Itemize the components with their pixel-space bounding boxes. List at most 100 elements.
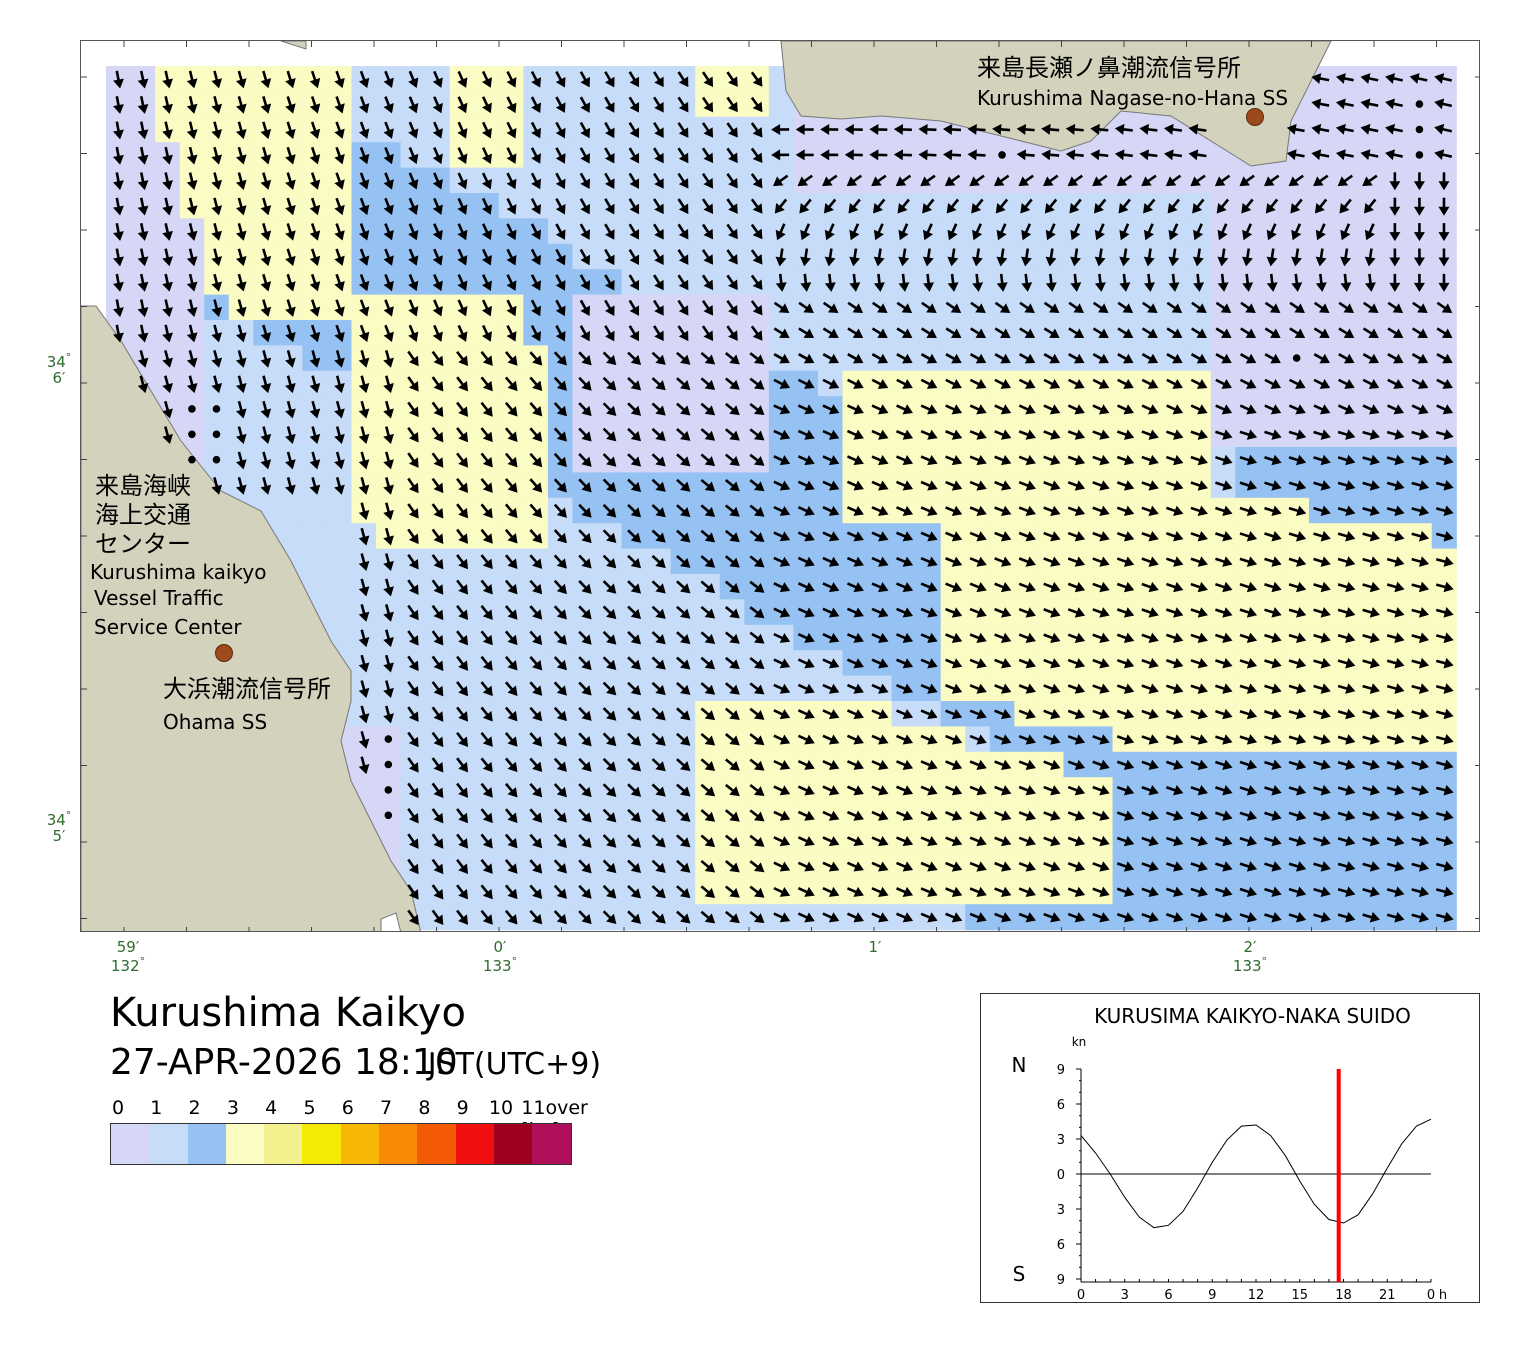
current-arrow — [749, 352, 765, 365]
current-arrow — [407, 782, 419, 799]
current-arrow — [602, 478, 617, 493]
nagase-station-marker[interactable] — [1246, 108, 1264, 126]
current-arrow — [896, 734, 914, 745]
vts-station-marker[interactable] — [215, 644, 233, 662]
current-arrow — [651, 732, 666, 746]
current-arrow — [676, 834, 691, 848]
current-arrow — [334, 299, 345, 317]
current-arrow — [1018, 835, 1036, 847]
current-arrow — [920, 836, 938, 847]
current-arrow — [578, 503, 592, 518]
current-arrow — [1190, 759, 1208, 771]
current-arrow — [1288, 810, 1307, 821]
current-arrow — [700, 351, 716, 365]
current-arrow — [1168, 223, 1179, 241]
current-arrow — [1362, 530, 1380, 542]
current-arrow — [260, 96, 272, 114]
current-arrow — [578, 656, 592, 671]
current-arrow — [235, 146, 247, 165]
current-arrow — [700, 377, 716, 390]
current-arrow — [186, 70, 198, 89]
current-arrow — [1067, 531, 1086, 542]
current-arrow — [1067, 632, 1086, 644]
current-arrow — [797, 378, 815, 389]
current-arrow — [724, 656, 740, 670]
current-arrow — [1019, 301, 1035, 313]
current-arrow — [822, 327, 839, 338]
current-arrow — [285, 299, 296, 317]
current-arrow — [1438, 223, 1450, 242]
current-arrow — [1389, 223, 1401, 242]
current-arrow — [773, 556, 791, 567]
current-arrow — [896, 556, 914, 567]
current-arrow — [1192, 248, 1204, 267]
current-arrow — [529, 833, 543, 849]
current-arrow — [1165, 785, 1184, 796]
current-arrow — [822, 531, 840, 542]
current-arrow — [431, 528, 444, 544]
current-arrow — [1340, 248, 1352, 267]
current-arrow — [1092, 327, 1109, 338]
current-arrow — [1067, 556, 1086, 567]
current-arrow — [456, 350, 469, 367]
current-arrow — [1141, 531, 1159, 542]
current-arrow — [1018, 480, 1036, 491]
calm-marker — [384, 786, 393, 794]
current-arrow — [896, 301, 913, 313]
current-arrow — [407, 757, 419, 773]
current-arrow — [773, 836, 791, 847]
current-arrow — [1068, 327, 1085, 338]
current-arrow — [822, 861, 840, 872]
current-arrow — [969, 658, 987, 669]
current-arrow — [113, 95, 124, 114]
current-arrow — [1190, 785, 1208, 796]
current-arrow — [309, 400, 321, 419]
current-arrow — [604, 274, 615, 291]
current-arrow — [432, 299, 443, 317]
current-arrow — [798, 301, 814, 313]
current-arrow — [945, 861, 963, 872]
current-arrow — [871, 327, 888, 338]
current-arrow — [1434, 123, 1453, 135]
current-arrow — [822, 912, 840, 923]
current-arrow — [504, 909, 518, 925]
current-arrow — [651, 910, 666, 924]
current-arrow — [1165, 581, 1184, 593]
current-arrow — [628, 71, 640, 88]
current-arrow — [726, 173, 738, 189]
current-arrow — [1164, 149, 1183, 161]
current-arrow — [797, 582, 815, 593]
current-arrow — [506, 223, 517, 241]
current-arrow — [1067, 759, 1086, 771]
legend-label: 5 — [303, 1097, 316, 1119]
current-arrow — [578, 859, 592, 874]
current-arrow — [1119, 248, 1131, 267]
current-arrow — [1018, 734, 1036, 745]
current-arrow — [285, 248, 296, 267]
current-arrow — [701, 325, 714, 341]
current-arrow — [1362, 607, 1380, 618]
current-arrow — [1413, 172, 1425, 191]
current-arrow — [1139, 123, 1158, 135]
current-arrow — [1411, 810, 1430, 821]
current-arrow — [457, 248, 468, 266]
current-arrow — [602, 427, 617, 442]
current-arrow — [822, 455, 840, 466]
current-arrow — [969, 531, 987, 542]
current-arrow — [969, 505, 987, 516]
current-arrow — [1114, 123, 1133, 135]
current-arrow — [480, 554, 493, 570]
current-arrow — [945, 505, 963, 516]
current-arrow — [1242, 273, 1254, 292]
current-arrow — [942, 123, 962, 135]
current-arrow — [896, 632, 914, 643]
current-arrow — [578, 351, 592, 366]
current-arrow — [578, 376, 592, 391]
current-arrow — [1043, 912, 1061, 923]
current-arrow — [285, 426, 296, 444]
current-arrow — [1289, 327, 1306, 338]
current-arrow — [431, 477, 444, 494]
current-arrow — [260, 248, 272, 267]
current-arrow — [896, 429, 914, 440]
